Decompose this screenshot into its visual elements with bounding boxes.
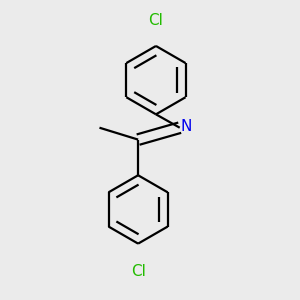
Text: Cl: Cl [131, 264, 146, 279]
Text: Cl: Cl [148, 13, 164, 28]
Text: N: N [181, 119, 192, 134]
